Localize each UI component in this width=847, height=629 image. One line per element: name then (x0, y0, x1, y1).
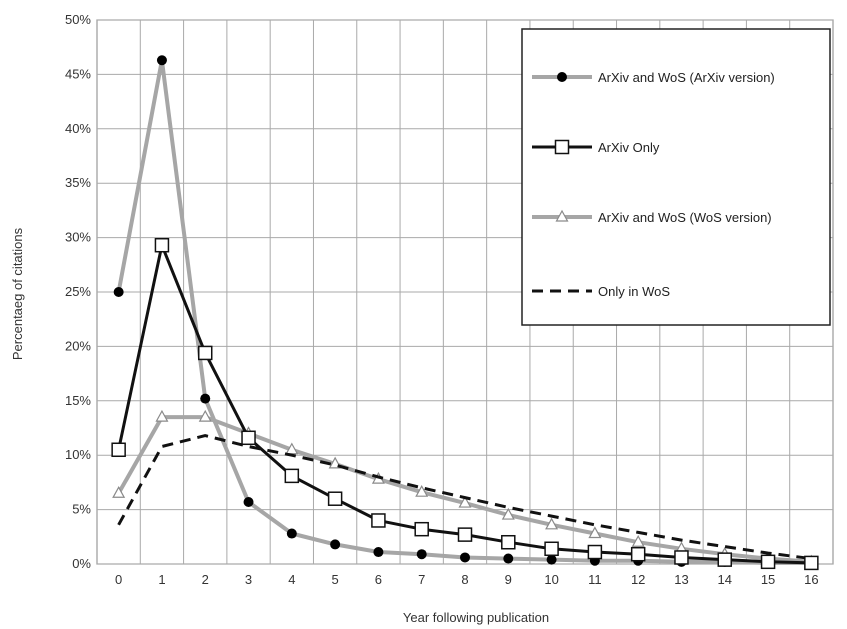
legend-marker (555, 209, 569, 222)
series-line (117, 434, 812, 561)
x-tick-label: 11 (588, 572, 602, 587)
series-2 (111, 237, 819, 571)
legend-marker (554, 139, 570, 155)
legend-item: ArXiv and WoS (ArXiv version) (532, 70, 775, 85)
data-point (286, 528, 297, 539)
x-tick-label: 5 (332, 572, 339, 587)
x-tick-label: 12 (631, 572, 645, 587)
y-tick-label: 15% (65, 393, 91, 408)
x-tick-label: 1 (158, 572, 165, 587)
legend-marker (557, 72, 567, 82)
data-point (113, 287, 124, 297)
legend-item: ArXiv Only (532, 139, 660, 155)
y-tick-label: 20% (65, 338, 91, 353)
x-tick-label: 13 (674, 572, 688, 587)
x-axis-title: Year following publication (403, 610, 549, 625)
data-point (458, 495, 472, 508)
data-point (111, 442, 126, 458)
x-tick-label: 14 (718, 572, 732, 587)
x-tick-label: 6 (375, 572, 382, 587)
data-point (587, 544, 603, 560)
data-point (503, 553, 514, 564)
data-point (414, 521, 429, 537)
data-point (197, 345, 213, 361)
data-point (630, 546, 646, 562)
data-point (457, 527, 473, 542)
x-tick-label: 9 (505, 572, 512, 587)
data-point (717, 552, 733, 567)
data-point (155, 409, 169, 422)
y-tick-label: 25% (65, 284, 91, 299)
data-point (371, 513, 386, 528)
x-tick-label: 8 (461, 572, 468, 587)
data-point (241, 430, 256, 446)
y-tick-label: 45% (65, 66, 91, 81)
x-tick-label: 2 (202, 572, 209, 587)
legend-item: Only in WoS (532, 284, 670, 299)
x-tick-label: 16 (804, 572, 818, 587)
data-point (674, 550, 689, 565)
x-tick-label: 4 (288, 572, 295, 587)
data-point (760, 554, 776, 570)
legend-item: ArXiv and WoS (WoS version) (532, 209, 772, 225)
x-tick-label: 7 (418, 572, 425, 587)
x-tick-label: 0 (115, 572, 122, 587)
legend-label: Only in WoS (598, 284, 670, 299)
data-point (243, 496, 254, 507)
x-tick-label: 3 (245, 572, 252, 587)
data-point (154, 237, 170, 253)
data-point (545, 517, 559, 530)
y-tick-label: 40% (65, 121, 91, 136)
data-point (373, 547, 384, 558)
x-tick-label: 15 (761, 572, 775, 587)
data-point (501, 507, 515, 520)
data-point (284, 468, 300, 484)
data-point (327, 491, 343, 506)
data-point (804, 555, 819, 571)
data-point (112, 486, 126, 498)
data-point (156, 55, 167, 66)
data-point (460, 552, 470, 563)
axes: 0%5%10%15%20%25%30%35%40%45%50%0 1 2 3 4 5 6 7 8… (65, 12, 819, 587)
legend-label: ArXiv Only (598, 140, 660, 155)
x-tick-label: 10 (544, 572, 558, 587)
data-point (415, 484, 429, 497)
data-point (416, 549, 427, 560)
data-point (200, 393, 211, 404)
data-point (588, 526, 602, 539)
y-tick-label: 35% (65, 175, 91, 190)
data-point (198, 409, 212, 422)
y-tick-label: 30% (65, 230, 91, 245)
series-4 (117, 434, 812, 561)
legend-label: ArXiv and WoS (WoS version) (598, 210, 772, 225)
legend-label: ArXiv and WoS (ArXiv version) (598, 70, 775, 85)
series-group (111, 55, 819, 571)
data-point (330, 539, 341, 550)
legend: ArXiv and WoS (ArXiv version) ArXiv Only A… (521, 28, 831, 326)
data-point (631, 534, 645, 547)
y-tick-label: 50% (65, 12, 91, 27)
data-point (501, 534, 516, 550)
y-tick-label: 0% (72, 556, 91, 571)
y-tick-label: 10% (65, 447, 91, 462)
y-tick-label: 5% (72, 502, 91, 517)
y-axis-title: Percentaeg of citations (10, 227, 25, 360)
data-point (546, 554, 557, 565)
data-point (544, 541, 559, 557)
